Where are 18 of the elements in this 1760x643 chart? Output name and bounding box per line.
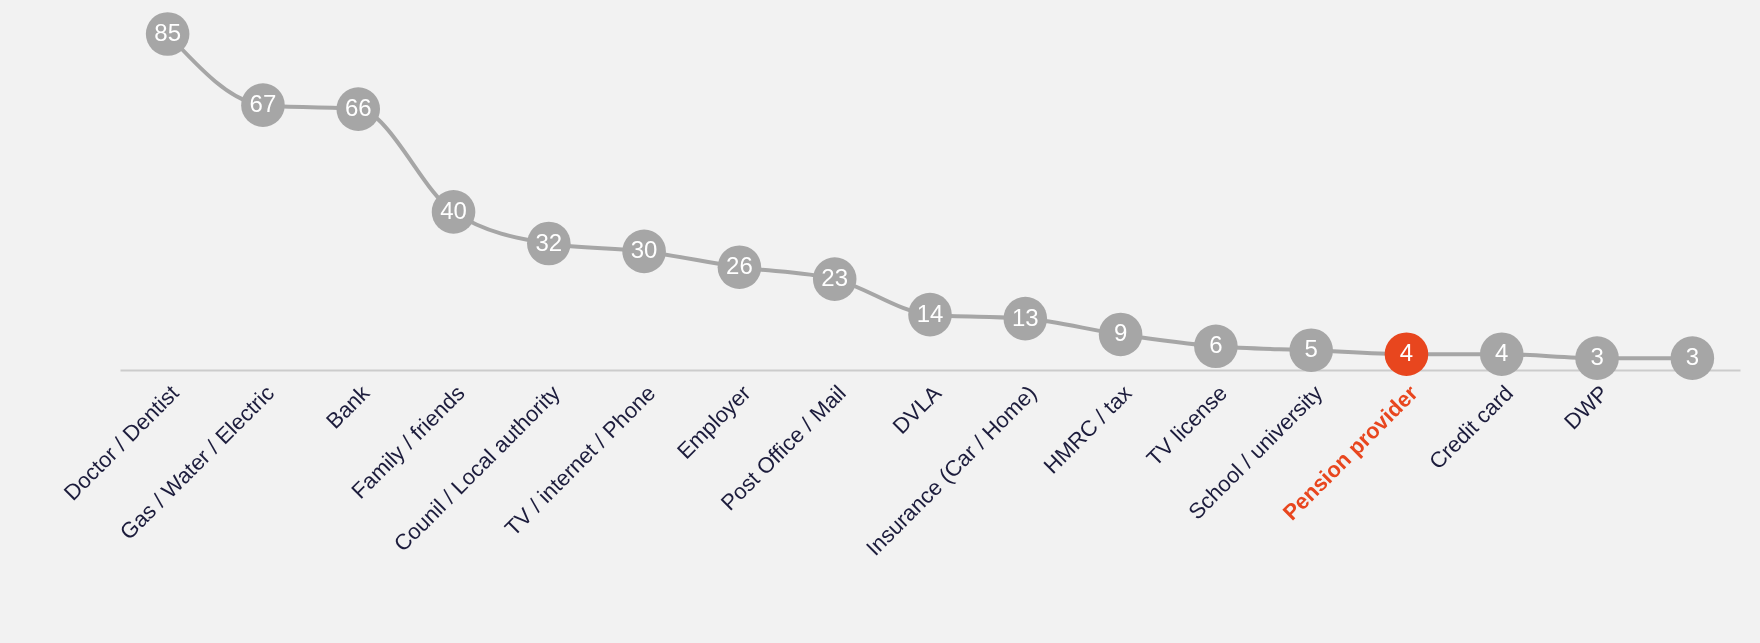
data-label: 66	[344, 94, 372, 122]
data-label: 67	[249, 90, 277, 118]
data-label: 13	[1011, 303, 1039, 331]
data-label: 14	[916, 299, 944, 327]
data-label: 85	[154, 19, 181, 46]
data-label: 5	[1304, 335, 1318, 363]
data-label: 4	[1495, 339, 1509, 367]
data-label: 9	[1113, 319, 1128, 347]
data-label: 30	[630, 236, 658, 264]
data-label: 4	[1399, 339, 1414, 367]
point	[1670, 336, 1715, 380]
data-label: 6	[1209, 331, 1223, 359]
data-label: 26	[726, 252, 753, 280]
data-label: 3	[1590, 343, 1604, 371]
data-label: 3	[1685, 343, 1700, 371]
data-label: 23	[821, 264, 849, 292]
data-label: 32	[535, 228, 563, 256]
data-label: 40	[440, 196, 467, 224]
